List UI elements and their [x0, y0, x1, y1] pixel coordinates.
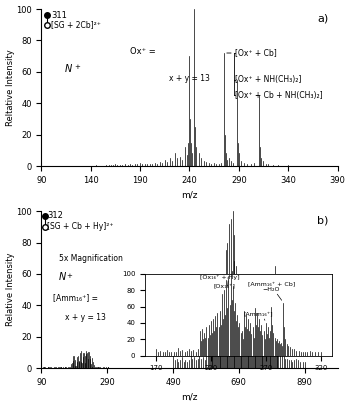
X-axis label: m/z: m/z	[181, 190, 198, 199]
Text: +: +	[67, 273, 72, 278]
Text: [Amm₁₆⁺] =: [Amm₁₆⁺] =	[53, 293, 98, 302]
Text: N: N	[65, 64, 72, 74]
Text: 312: 312	[47, 211, 63, 220]
Text: N: N	[59, 272, 66, 282]
Text: [SG + 2Cb]²⁺: [SG + 2Cb]²⁺	[51, 20, 101, 29]
Text: 311: 311	[51, 11, 67, 20]
Text: a): a)	[317, 14, 329, 24]
Text: [Ox⁺ + Cb + NH(CH₃)₂]: [Ox⁺ + Cb + NH(CH₃)₂]	[235, 91, 323, 100]
Text: [Ox⁺ + Cb]: [Ox⁺ + Cb]	[235, 48, 277, 57]
Text: [Ox⁺ + NH(CH₃)₂]: [Ox⁺ + NH(CH₃)₂]	[235, 75, 301, 84]
Text: +: +	[74, 64, 80, 70]
Text: 5x Magnification: 5x Magnification	[59, 254, 123, 263]
Text: Ox⁺ =: Ox⁺ =	[130, 47, 156, 56]
Text: x + y = 13: x + y = 13	[65, 313, 106, 322]
X-axis label: m/z: m/z	[181, 392, 198, 401]
Text: b): b)	[317, 216, 329, 226]
Text: x + y = 13: x + y = 13	[169, 74, 210, 83]
Text: [SG + Cb + Hy]²⁺: [SG + Cb + Hy]²⁺	[47, 222, 114, 231]
Y-axis label: Relative Intensity: Relative Intensity	[6, 253, 14, 326]
Y-axis label: Reltative Intensity: Reltative Intensity	[6, 49, 14, 126]
